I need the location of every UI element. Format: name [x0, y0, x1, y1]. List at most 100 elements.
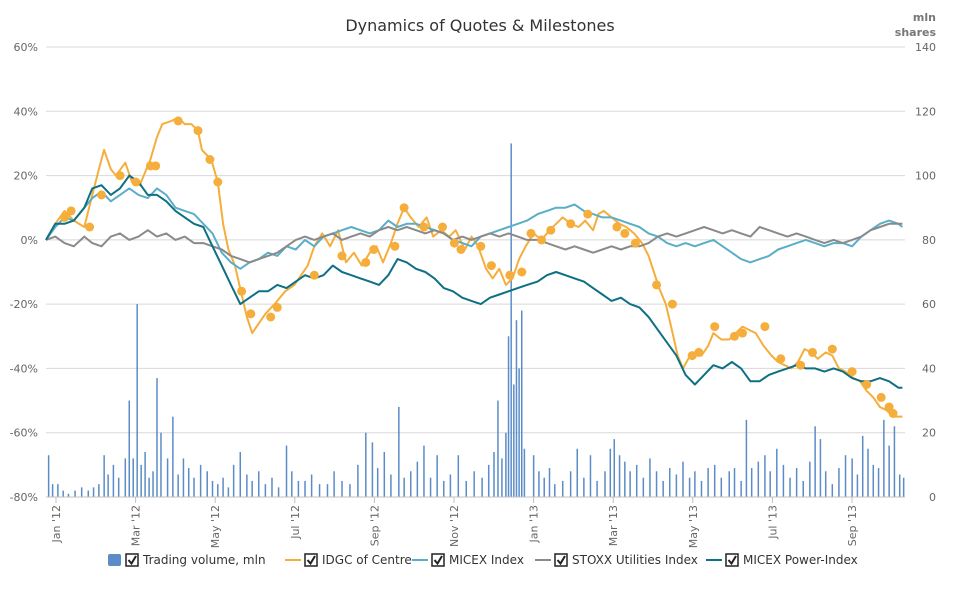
volume-bar [501, 458, 503, 497]
volume-bar [635, 464, 638, 497]
volume-bar [629, 471, 631, 497]
volume-bar [277, 487, 280, 497]
volume-bar [349, 484, 351, 497]
milestone-marker [738, 328, 747, 338]
volume-bar [166, 458, 169, 497]
volume-bar [589, 455, 592, 497]
volume-bar [403, 477, 405, 497]
x-tick-label: Sep '13 [846, 505, 859, 546]
volume-bar [187, 468, 190, 497]
milestone-marker [847, 367, 857, 377]
volume-bar [144, 452, 146, 497]
checkmark-icon [306, 555, 316, 566]
volume-bar [728, 471, 730, 497]
milestone-marker [652, 280, 662, 290]
volume-bar [152, 471, 154, 497]
x-tick-label: May '12 [209, 505, 222, 548]
legend-item-1[interactable]: IDGC of Centre [285, 553, 412, 567]
milestone-marker [476, 241, 486, 251]
volume-bar [649, 458, 651, 497]
left-tick-label: 20% [14, 170, 38, 183]
volume-bar [87, 490, 90, 497]
volume-bar [682, 461, 684, 497]
right-tick-label: 120 [915, 105, 936, 118]
volume-bar [271, 477, 273, 497]
volume-bar [357, 464, 359, 497]
volume-bar [814, 426, 816, 497]
grid [46, 46, 905, 498]
series-line-4 [45, 174, 903, 389]
milestone-marker [808, 347, 817, 357]
milestone-marker [517, 267, 527, 277]
left-tick-label: -40% [10, 362, 38, 375]
milestone-marker [361, 257, 371, 267]
x-tick-label: Jul '13 [766, 505, 779, 540]
chart-title: Dynamics of Quotes & Milestones [345, 16, 614, 35]
milestone-marker [205, 155, 215, 164]
volume-bar [596, 480, 598, 497]
x-tick-label: Nov '12 [448, 505, 461, 547]
volume-bar [383, 452, 386, 497]
milestone-marker [566, 219, 576, 229]
volume-bar [720, 477, 723, 497]
legend-item-4[interactable]: MICEX Power-Index [706, 553, 858, 567]
legend-label: IDGC of Centre [322, 553, 412, 567]
volume-bar [258, 471, 260, 497]
volume-bar [232, 464, 235, 497]
milestone-marker [337, 251, 347, 261]
legend-item-0[interactable]: Trading volume, mln [108, 553, 266, 567]
volume-bar [473, 471, 475, 497]
volume-bar [443, 480, 445, 497]
milestone-marker [131, 177, 141, 187]
volume-bar [465, 480, 467, 497]
volume-bar [561, 480, 564, 497]
volume-bar [662, 480, 664, 497]
volume-bar [554, 484, 556, 497]
x-tick-label: Sep '12 [368, 505, 381, 546]
volume-bar [128, 400, 131, 497]
milestone-marker [760, 322, 770, 332]
volume-bar [449, 474, 452, 497]
x-tick-label: May '13 [687, 505, 700, 548]
volume-bar [140, 464, 142, 497]
milestone-marker [246, 309, 256, 319]
milestone-marker [369, 245, 379, 254]
volume-bar [867, 448, 869, 497]
volume-bar [819, 439, 822, 497]
volume-bar [856, 474, 859, 497]
volume-bar [642, 477, 645, 497]
volume-bar [877, 468, 880, 497]
volume-bar [67, 493, 70, 497]
volume-bar [844, 455, 847, 497]
volume-bar [831, 484, 834, 497]
milestone-marker [827, 344, 837, 354]
right-y-axis: 0 20 40 60 80 100 120 140 [915, 41, 936, 504]
series-line-2 [45, 187, 904, 270]
volume-bar [769, 471, 771, 497]
volume-bar [802, 480, 804, 497]
legend-item-2[interactable]: MICEX Index [412, 553, 524, 567]
legend-item-3[interactable]: STOXX Utilities Index [535, 553, 698, 567]
milestone-marker [309, 270, 319, 280]
series-line-1 [45, 116, 903, 418]
volume-bar [107, 474, 109, 497]
volume-bar [117, 477, 120, 497]
right-tick-label: 20 [922, 427, 936, 440]
volume-bar [688, 477, 691, 497]
volume-bar [510, 143, 512, 497]
checkmark-icon [556, 555, 566, 566]
volume-bar [740, 480, 742, 497]
x-tick-label: Jan '12 [50, 505, 63, 543]
milestone-marker [505, 270, 515, 280]
volume-bar [532, 455, 535, 497]
volume-bar [199, 464, 202, 497]
right-tick-label: 40 [922, 362, 936, 375]
volume-bar [576, 448, 579, 497]
checkmark-icon [727, 555, 737, 566]
volume-bar [62, 490, 64, 497]
volume-bar [713, 464, 716, 497]
x-tick-label: Jan '13 [528, 505, 541, 543]
volume-bar [222, 477, 224, 497]
volume-bar [310, 474, 313, 497]
milestone-marker [66, 206, 76, 216]
